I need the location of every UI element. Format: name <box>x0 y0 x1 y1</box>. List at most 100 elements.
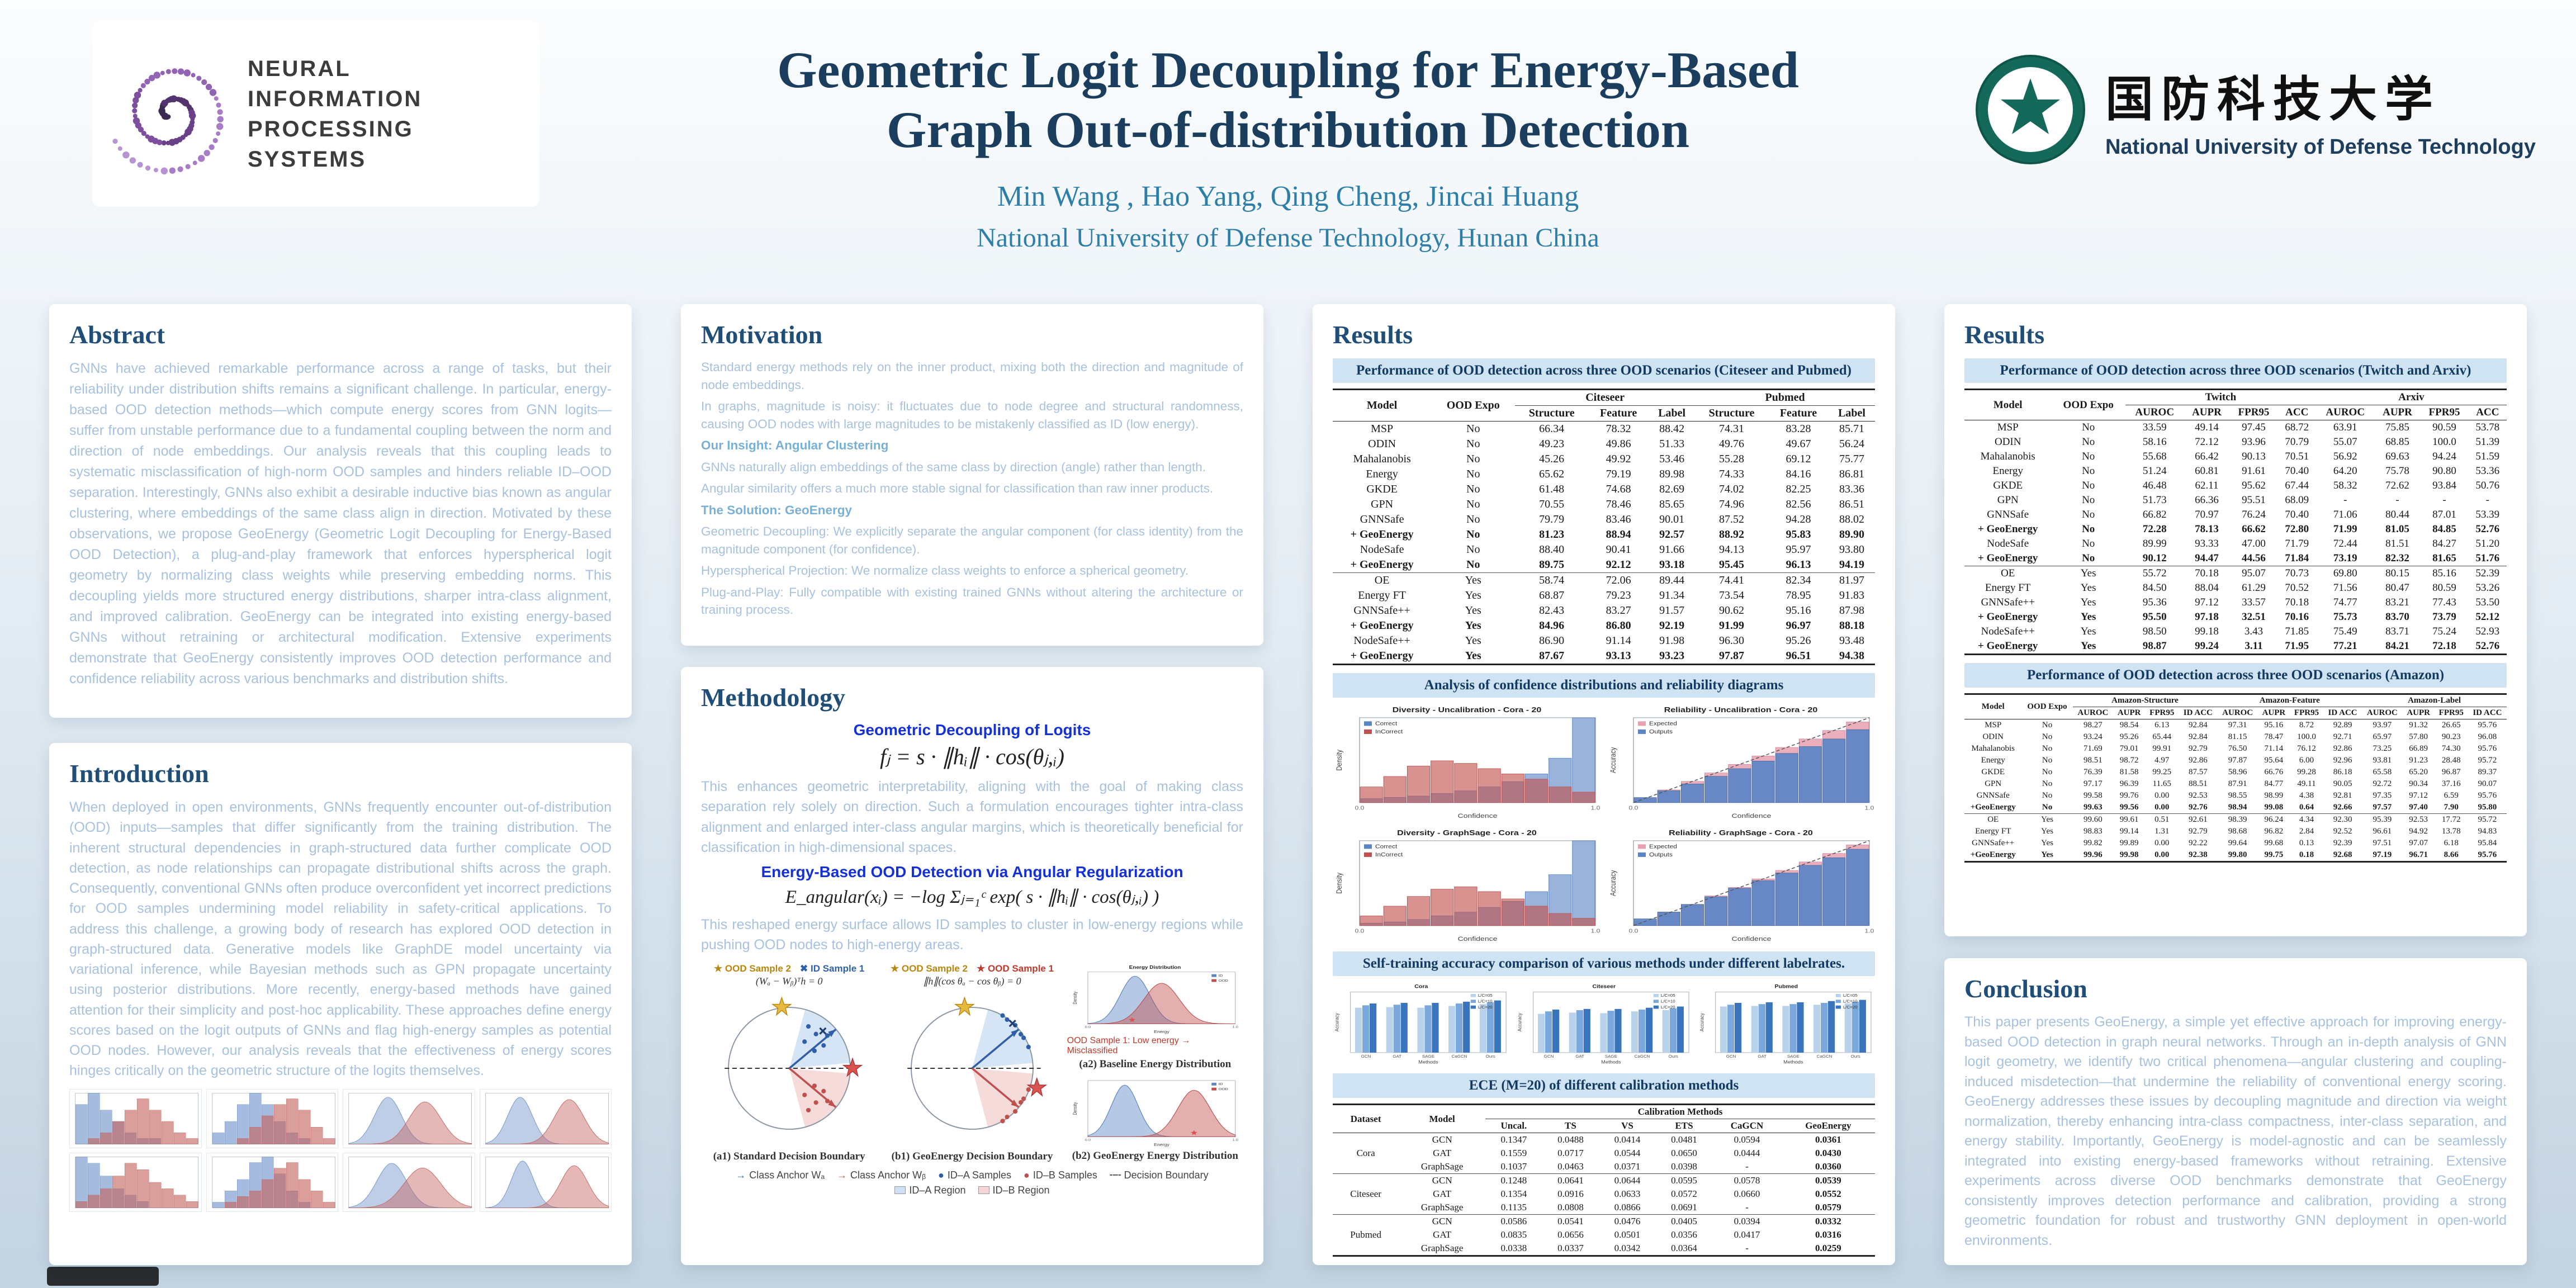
svg-text:Correct: Correct <box>1375 721 1397 727</box>
cell: 71.14 <box>2264 744 2284 753</box>
cell: 52.12 <box>2475 611 2500 623</box>
cell: 82.43 <box>1539 604 1565 617</box>
cell: 97.18 <box>2195 611 2219 623</box>
cell: 65.58 <box>2373 768 2392 776</box>
cell: 87.67 <box>1539 650 1565 662</box>
legend-item: ╌╌ Decision Boundary <box>1110 1169 1209 1181</box>
reliability-uncalibration-chart: Reliability - Uncalibration - Cora - 20 C… <box>1607 703 1875 821</box>
cell: 89.37 <box>2478 768 2497 776</box>
table-row: GKDE No 76.39 81.58 99.25 87.57 58.96 66.76 99.2… <box>1964 766 2507 778</box>
cell: 86.18 <box>2333 768 2352 776</box>
table-row: OE Yes 55.72 70.18 95.07 70.73 69.80 80.15 85.16… <box>1964 566 2507 581</box>
cell: 83.28 <box>1786 423 1811 435</box>
cell: 98.72 <box>2119 756 2139 765</box>
cell: No <box>2042 791 2053 800</box>
svg-text:Energy: Energy <box>1154 1029 1169 1034</box>
cell: 91.34 <box>1659 589 1685 602</box>
svg-text:1.0: 1.0 <box>1591 929 1600 935</box>
cell: No <box>2082 451 2095 462</box>
header-cell: Uncal. <box>1500 1120 1527 1131</box>
cell: Yes <box>1465 619 1481 632</box>
header-cell: Arxiv <box>2315 389 2507 405</box>
cell: 70.73 <box>2277 566 2316 581</box>
cell: Yes <box>2051 566 2125 581</box>
table-row: ODIN No 93.24 95.26 65.44 92.84 81.15 78.47 100.… <box>1964 731 2507 743</box>
cell: 0.0691 <box>1671 1202 1697 1213</box>
svg-text:Ours: Ours <box>1851 1054 1860 1059</box>
figure-caption-a1: (a1) Standard Decision Boundary <box>713 1150 865 1162</box>
cell: 96.61 <box>2373 827 2392 836</box>
cell: - <box>1745 1161 1749 1172</box>
cell: Yes <box>2080 596 2096 608</box>
cell: 95.51 <box>2242 494 2266 506</box>
cell: 68.85 <box>2385 436 2409 448</box>
cell: 58.96 <box>2228 768 2247 776</box>
header-cell: AUPR <box>2407 708 2430 717</box>
methodology-section: Methodology Geometric Decoupling of Logi… <box>681 667 1263 1265</box>
cell: 0.00 <box>2154 791 2170 800</box>
table-row: ODIN No 49.23 49.86 51.33 49.76 49.67 56.24 <box>1333 437 1875 452</box>
misclassified-annotation: OOD Sample 1: Low energy → Misclassified <box>1067 1035 1191 1055</box>
svg-text:L/C=10: L/C=10 <box>1843 999 1858 1003</box>
cell: 58.16 <box>2142 436 2167 448</box>
cell: 0.0337 <box>1557 1243 1584 1253</box>
results-section-2: Results Performance of OOD detection acr… <box>1944 304 2527 936</box>
text-line: Plug-and-Play: Fully compatible with exi… <box>701 585 1243 617</box>
cell: 92.52 <box>2333 827 2352 836</box>
ood-sample1-label: ★ OOD Sample 1 <box>976 963 1054 974</box>
cell: 56.92 <box>2333 451 2357 462</box>
cell: GCN <box>1399 1173 1486 1187</box>
cell: 61.29 <box>2242 582 2266 594</box>
cell: 98.94 <box>2228 803 2247 812</box>
cell: 97.12 <box>2409 791 2428 800</box>
cell: 75.77 <box>1839 453 1865 465</box>
svg-text:GAT: GAT <box>1575 1054 1584 1059</box>
cell: 49.67 <box>1786 438 1811 450</box>
cell: 99.61 <box>2113 813 2146 826</box>
table-caption-twitch-arxiv: Performance of OOD detection across thre… <box>1964 358 2507 383</box>
header-cell: TS <box>1565 1120 1576 1131</box>
cell: 74.77 <box>2333 596 2357 608</box>
cell: 6.13 <box>2154 721 2170 730</box>
cell: 81.15 <box>2228 732 2247 741</box>
confidence-analysis-caption: Analysis of confidence distributions and… <box>1333 673 1875 698</box>
svg-text:Confidence: Confidence <box>1458 935 1498 942</box>
cell: 0.64 <box>2299 803 2314 812</box>
svg-text:L/C=05: L/C=05 <box>1661 993 1675 998</box>
intro-figure <box>69 1088 202 1148</box>
table-caption-citeseer-pubmed: Performance of OOD detection across thre… <box>1333 358 1875 383</box>
cell: 60.81 <box>2195 465 2219 477</box>
cell: 99.80 <box>2228 850 2247 859</box>
cell: No <box>2082 538 2095 550</box>
svg-text:Pubmed: Pubmed <box>1775 984 1798 989</box>
cell: 98.55 <box>2228 791 2247 800</box>
cell: 70.55 <box>1539 498 1565 510</box>
cell: 63.91 <box>2333 422 2357 433</box>
cell: 91.99 <box>1719 619 1744 632</box>
cell: No <box>2082 480 2095 491</box>
chart-svg: Pubmed Methods Accuracy GCN GAT SAGE CaGCN Ours… <box>1698 982 1875 1066</box>
table-row: +GeoEnergy Yes 99.96 99.98 0.00 92.38 99.80 99.… <box>1964 849 2507 862</box>
cell: 0.18 <box>2299 850 2314 859</box>
cell: 96.71 <box>2409 850 2428 859</box>
cell: 88.02 <box>1839 513 1865 525</box>
header-cell: AUROC <box>2326 406 2365 418</box>
cell: 88.42 <box>1659 423 1685 435</box>
svg-text:0.0: 0.0 <box>1355 929 1365 935</box>
chart-svg <box>206 1089 338 1148</box>
ood-table-twitch-arxiv: Model OOD Expo Twitch Arxiv AUROC AUPR FPR95 AC… <box>1964 389 2507 655</box>
cell: 86.90 <box>1539 634 1565 647</box>
cell: 66.82 <box>2142 509 2167 520</box>
cell: 49.11 <box>2297 779 2316 788</box>
cell: 49.86 <box>1606 438 1631 450</box>
header-cell: Feature <box>1779 407 1817 419</box>
cell: 0.0364 <box>1671 1243 1697 1253</box>
cell: Yes <box>2041 827 2053 836</box>
cell: GNNSafe++ <box>1353 604 1410 617</box>
cell: 97.19 <box>2373 850 2392 859</box>
cell: 93.13 <box>1606 650 1631 662</box>
cell: 89.75 <box>1539 558 1565 571</box>
cell: + GeoEnergy <box>1978 611 2038 623</box>
cell: 82.32 <box>2385 552 2409 564</box>
cell: 95.76 <box>2478 791 2497 800</box>
